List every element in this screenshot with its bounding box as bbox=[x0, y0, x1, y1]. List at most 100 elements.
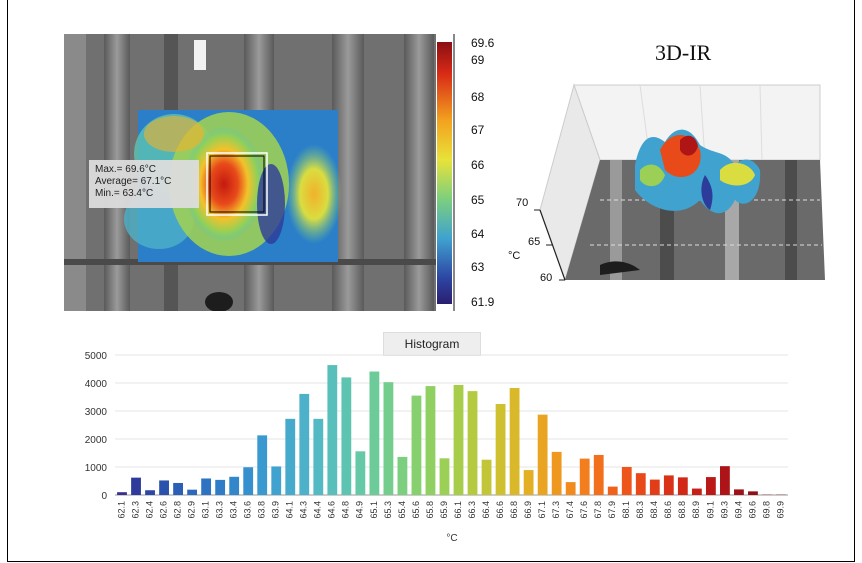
color-scale-bar bbox=[437, 42, 452, 304]
histogram-bar bbox=[579, 458, 590, 495]
histogram-bar bbox=[341, 377, 352, 495]
histogram-bar bbox=[439, 458, 450, 495]
x-tick-label: 63.3 bbox=[215, 501, 225, 519]
x-tick-label: 69.6 bbox=[747, 501, 757, 519]
histogram-bar bbox=[173, 482, 184, 495]
x-tick-label: 68.1 bbox=[621, 501, 631, 519]
x-tick-label: 64.9 bbox=[355, 501, 365, 519]
histogram-bar bbox=[649, 479, 660, 495]
z-tick: 65 bbox=[528, 236, 541, 248]
x-tick-label: 65.4 bbox=[397, 501, 407, 519]
view-3d-title: 3D-IR bbox=[655, 40, 712, 65]
x-tick-label: 66.1 bbox=[453, 501, 463, 519]
histogram-bar bbox=[257, 435, 268, 495]
histogram-bar bbox=[523, 470, 534, 495]
histogram-bar bbox=[215, 479, 226, 495]
histogram-bar bbox=[537, 414, 548, 495]
histogram-bar bbox=[187, 489, 198, 495]
x-tick-label: 66.6 bbox=[495, 501, 505, 519]
histogram-bar bbox=[159, 480, 169, 495]
scale-tick: 68 bbox=[471, 90, 485, 104]
x-tick-label: 62.1 bbox=[116, 501, 126, 519]
scale-tick: 63 bbox=[471, 260, 485, 274]
z-axis-unit: °C bbox=[508, 250, 521, 262]
x-tick-label: 66.3 bbox=[467, 501, 477, 519]
scale-tick: 61.9 bbox=[471, 295, 495, 309]
histogram-bar bbox=[425, 386, 436, 495]
y-tick-label: 2000 bbox=[85, 435, 108, 446]
selection-box[interactable] bbox=[206, 152, 268, 216]
x-tick-label: 63.6 bbox=[243, 501, 253, 519]
x-tick-label: 67.8 bbox=[593, 501, 603, 519]
x-tick-label: 67.1 bbox=[537, 501, 547, 519]
x-tick-label: 63.1 bbox=[201, 501, 211, 519]
x-tick-label: 67.6 bbox=[579, 501, 589, 519]
x-tick-label: 62.3 bbox=[130, 501, 140, 519]
histogram-bar bbox=[481, 459, 492, 495]
histogram-bar bbox=[131, 477, 141, 495]
histogram-bar bbox=[593, 454, 604, 495]
x-tick-label: 62.8 bbox=[172, 501, 182, 519]
x-tick-label: 68.3 bbox=[635, 501, 645, 519]
histogram-chart: 62.1 62.3 62.4 62.6 62.8 62.9 63.1 63.3 63.4 63.6… bbox=[85, 351, 788, 544]
thermal-image-panel: Max.= 69.6°C Average= 67.1°C Min.= 63.4°… bbox=[64, 34, 510, 311]
temperature-stats-box: Max.= 69.6°C Average= 67.1°C Min.= 63.4°… bbox=[89, 160, 199, 208]
scale-tick: 66 bbox=[471, 158, 485, 172]
x-tick-label: 68.6 bbox=[663, 501, 673, 519]
histogram-bar bbox=[243, 467, 254, 495]
y-tick-label: 0 bbox=[101, 491, 107, 502]
x-axis-label: °C bbox=[446, 533, 457, 544]
x-tick-label: 69.1 bbox=[705, 501, 715, 519]
x-tick-label: 67.9 bbox=[607, 501, 617, 519]
histogram-bar bbox=[355, 451, 366, 495]
x-tick-label: 63.8 bbox=[257, 501, 267, 519]
x-tick-label: 63.4 bbox=[229, 501, 239, 519]
scale-tick: 67 bbox=[471, 123, 485, 137]
histogram-bar bbox=[271, 466, 282, 495]
scale-tick: 69.6 bbox=[471, 36, 495, 50]
histogram-bar bbox=[677, 477, 688, 495]
scale-tick: 65 bbox=[471, 193, 485, 207]
histogram-bar bbox=[495, 404, 506, 495]
x-tick-label: 64.3 bbox=[299, 501, 309, 519]
x-tick-label: 65.9 bbox=[439, 501, 449, 519]
x-tick-label: 65.8 bbox=[425, 501, 435, 519]
histogram-title: Histogram bbox=[383, 332, 481, 356]
x-tick-label: 66.4 bbox=[481, 501, 491, 519]
histogram-bar bbox=[734, 489, 744, 495]
histogram-bar bbox=[748, 491, 758, 495]
histogram-bar bbox=[607, 486, 618, 495]
x-tick-label: 62.6 bbox=[158, 501, 168, 519]
histogram-bar bbox=[383, 382, 394, 495]
view-3d-graphic bbox=[534, 83, 825, 282]
histogram-bar bbox=[397, 456, 408, 495]
scale-tick: 69 bbox=[471, 53, 485, 67]
histogram-bar bbox=[467, 391, 478, 495]
histogram-bar bbox=[117, 492, 127, 495]
figure-frame bbox=[7, 0, 855, 562]
x-tick-label: 64.1 bbox=[285, 501, 295, 519]
y-tick-label: 3000 bbox=[85, 407, 108, 418]
histogram-bar bbox=[313, 418, 324, 495]
histogram-bar bbox=[327, 365, 338, 495]
histogram-bar bbox=[299, 393, 310, 495]
x-tick-label: 67.3 bbox=[551, 501, 561, 519]
stat-min: Min.= 63.4°C bbox=[95, 188, 154, 199]
x-tick-label: 64.4 bbox=[313, 501, 323, 519]
histogram-bar bbox=[565, 482, 576, 495]
x-tick-label: 65.3 bbox=[383, 501, 393, 519]
x-tick-label: 64.6 bbox=[327, 501, 337, 519]
x-tick-label: 67.4 bbox=[565, 501, 575, 519]
histogram-bar bbox=[635, 473, 646, 495]
x-tick-label: 68.8 bbox=[677, 501, 687, 519]
histogram-bar bbox=[201, 478, 212, 495]
histogram-bar bbox=[691, 488, 702, 495]
x-tick-label: 69.3 bbox=[719, 501, 729, 519]
scale-tick: 64 bbox=[471, 227, 485, 241]
y-tick-label: 4000 bbox=[85, 379, 108, 390]
stat-max: Max.= 69.6°C bbox=[95, 164, 156, 175]
x-tick-label: 66.8 bbox=[509, 501, 519, 519]
histogram-bar bbox=[509, 388, 520, 495]
histogram-bar bbox=[551, 451, 562, 495]
histogram-bar bbox=[621, 467, 632, 495]
